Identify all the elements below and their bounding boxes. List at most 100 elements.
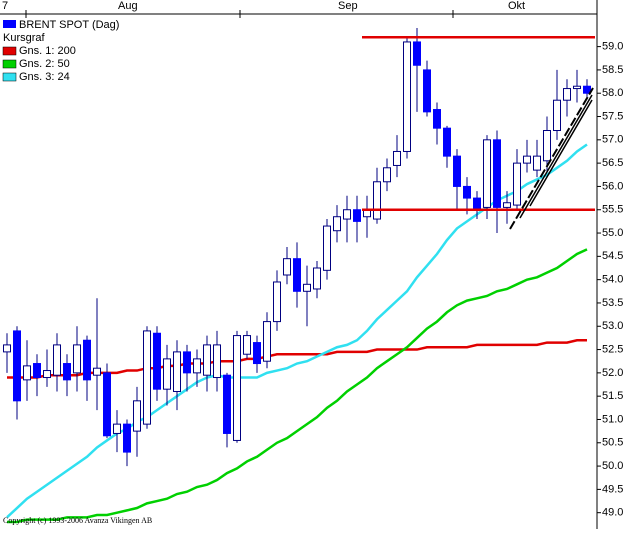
y-tick-label: 57.5 [602,110,623,122]
candle-body [483,139,491,208]
candle-body [63,363,71,381]
candle-body [213,344,221,379]
y-tick-label: 54.5 [602,250,623,262]
y-tick-label: 53.5 [602,297,623,309]
candle-body [583,85,591,94]
candle-body [203,344,211,376]
candle-body [543,130,551,162]
y-tick-label: 58.0 [602,87,623,99]
month-label: Okt [508,0,525,12]
candle-body [83,339,91,381]
candle-body [383,167,391,183]
candle-body [113,423,121,434]
candle-body [273,281,281,323]
y-tick-label: 55.0 [602,227,623,239]
candle-body [23,365,31,381]
y-tick-label: 56.5 [602,157,623,169]
y-tick-label: 55.5 [602,204,623,216]
legend-label: Gns. 2: 50 [19,58,70,70]
candle-body [493,139,501,208]
y-tick-label: 52.5 [602,343,623,355]
candle-body [263,321,271,362]
candle-body [13,330,21,402]
candle-body [573,85,581,90]
candle-body [563,88,571,101]
trend-line [519,94,593,219]
candle-body [503,202,511,208]
y-tick-label: 51.0 [602,413,623,425]
candle-body [173,351,181,393]
candle-body [443,127,451,157]
candle-body [353,209,361,222]
month-label: Aug [118,0,138,12]
y-tick-label: 54.0 [602,274,623,286]
candle-body [473,197,481,211]
trend-line [529,99,593,207]
candle-body [223,374,231,434]
candle-body [293,258,301,292]
candle-body [343,209,351,220]
legend-swatch [2,72,17,82]
legend-swatch [2,59,17,69]
y-tick-label: 57.0 [602,134,623,146]
candle-body [373,181,381,220]
candle-body [53,344,61,376]
candle-body [33,363,41,379]
y-tick-label: 50.0 [602,460,623,472]
y-tick-label: 53.0 [602,320,623,332]
y-tick-label: 56.0 [602,180,623,192]
candle-body [553,99,561,132]
legend-label: Gns. 3: 24 [19,71,70,83]
candle-body [463,185,471,199]
legend-swatch [2,46,17,56]
candle-body [153,332,161,390]
candle-body [533,155,541,171]
candle-body [193,358,201,374]
legend-label: Gns. 1: 200 [19,45,76,57]
candle-body [233,335,241,441]
y-tick-label: 52.0 [602,367,623,379]
trend-line [509,87,594,230]
candle-body [43,370,51,379]
candle-body [303,283,311,292]
candle-body [513,162,521,206]
candle-body [403,41,411,152]
candle-body [253,342,261,365]
y-tick-label: 59.0 [602,41,623,53]
candle-body [413,41,421,66]
y-tick-label: 50.5 [602,437,623,449]
candle-body [183,351,191,374]
candle-body [103,372,111,437]
candle-body [123,423,131,453]
y-tick-label: 51.5 [602,390,623,402]
candle-body [3,344,11,353]
candle-body [433,109,441,129]
y-tick-label: 49.5 [602,483,623,495]
moving-average-line [7,248,588,524]
y-tick-label: 58.5 [602,64,623,76]
candle-body [323,225,331,271]
y-tick-label: 49.0 [602,507,623,519]
candle-body [93,367,101,376]
copyright: Copyright (c) 1993-2006 Avanza Vikingen … [3,516,152,525]
candle-body [243,335,251,355]
plot-area [3,27,595,524]
candle-body [163,358,171,390]
candle-body [453,155,461,187]
candle-body [73,344,81,374]
candle-body [143,330,151,425]
month-label: 7 [2,0,8,12]
candle-body [523,155,531,164]
legend-label: BRENT SPOT (Dag) [19,19,119,31]
candle-body [283,258,291,276]
legend-heading: Kursgraf [3,32,46,44]
candle-body [393,150,401,166]
candle-body [423,69,431,113]
candle-body [313,267,321,290]
candle-body [333,216,341,232]
legend-swatch [3,20,16,28]
candle-body [133,400,141,432]
month-label: Sep [338,0,358,12]
